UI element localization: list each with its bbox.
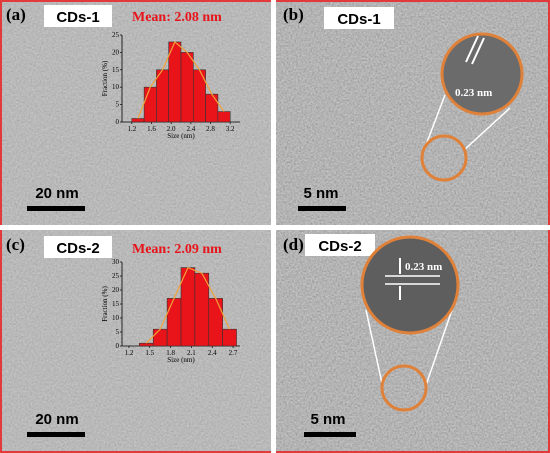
scale-bar [27, 432, 85, 437]
mean-label: Mean: 2.09 nm [132, 242, 222, 257]
x-tick-label: 2.7 [229, 349, 238, 357]
y-tick-label: 0 [116, 342, 120, 350]
y-tick-label: 20 [112, 286, 120, 294]
y-tick-label: 20 [112, 48, 120, 56]
y-tick-label: 5 [116, 101, 120, 109]
x-tick-label: 3.2 [226, 125, 235, 133]
scale-text: 5 nm [303, 185, 338, 202]
y-tick-label: 25 [112, 31, 120, 39]
y-tick-label: 0 [116, 118, 120, 126]
scale-text: 20 nm [35, 411, 78, 428]
sample-label: CDs-1 [337, 11, 380, 28]
scale-text: 20 nm [35, 185, 78, 202]
y-axis-label: Fraction (%) [101, 60, 109, 96]
label-box [44, 5, 112, 27]
zoom-circle [420, 134, 468, 182]
fit-curve [145, 266, 231, 344]
lattice-line [471, 37, 485, 65]
bar [180, 52, 194, 123]
zoom-line [365, 309, 384, 389]
bar [143, 86, 157, 123]
x-tick-label: 1.2 [127, 125, 136, 133]
fit-curve [137, 40, 225, 119]
y-tick-label: 25 [112, 272, 120, 280]
sample-label: CDs-2 [56, 240, 99, 257]
panel-label: (d) [283, 235, 304, 254]
x-tick-label: 2.8 [206, 125, 215, 133]
bar [139, 342, 154, 347]
zoom-line [424, 309, 453, 389]
x-tick-label: 2.4 [186, 125, 195, 133]
bar [222, 328, 237, 347]
bar [152, 328, 168, 347]
zoom-line [423, 94, 446, 151]
x-tick-label: 1.6 [147, 125, 156, 133]
scale-bar [298, 206, 346, 211]
x-tick-label: 1.8 [166, 349, 175, 357]
bar [166, 298, 182, 347]
zoom-circle [360, 235, 460, 335]
x-tick-label: 2.1 [187, 349, 196, 357]
x-tick-label: 1.5 [145, 349, 154, 357]
x-axis-label: Size (nm) [167, 356, 195, 364]
zoom-circle [380, 364, 428, 412]
scale-text: 5 nm [310, 411, 345, 428]
panel-label: (b) [283, 5, 304, 24]
y-tick-label: 5 [116, 328, 120, 336]
spacing-label: 0.23 nm [405, 261, 442, 273]
zoom-circle [440, 32, 524, 116]
x-axis-label: Size (nm) [167, 132, 195, 140]
divider [0, 225, 550, 230]
x-tick-label: 2.4 [208, 349, 217, 357]
lattice-line [465, 35, 479, 63]
y-tick-label: 10 [112, 83, 120, 91]
label-box [305, 234, 375, 256]
y-tick-label: 10 [112, 314, 120, 322]
bar [168, 41, 182, 123]
y-axis-label: Fraction (%) [101, 286, 109, 322]
bar [194, 272, 210, 347]
x-tick-label: 1.2 [125, 349, 134, 357]
bar [131, 118, 145, 123]
scale-bar [304, 432, 356, 437]
sample-label: CDs-2 [318, 238, 361, 255]
bar [208, 298, 223, 347]
spacing-label: 0.23 nm [455, 87, 492, 99]
label-box [324, 7, 394, 29]
scale-bar [27, 206, 85, 211]
bar [156, 69, 170, 123]
label-box [44, 236, 112, 258]
sample-label: CDs-1 [56, 9, 99, 26]
y-tick-label: 15 [112, 300, 120, 308]
bar [217, 111, 231, 123]
panel-label: (a) [6, 5, 26, 24]
y-tick-label: 30 [112, 258, 120, 266]
zoom-line [463, 107, 511, 151]
bar [205, 93, 219, 123]
x-tick-label: 2.0 [167, 125, 176, 133]
y-tick-label: 15 [112, 66, 120, 74]
mean-label: Mean: 2.08 nm [132, 10, 222, 25]
panel-label: (c) [6, 235, 25, 254]
